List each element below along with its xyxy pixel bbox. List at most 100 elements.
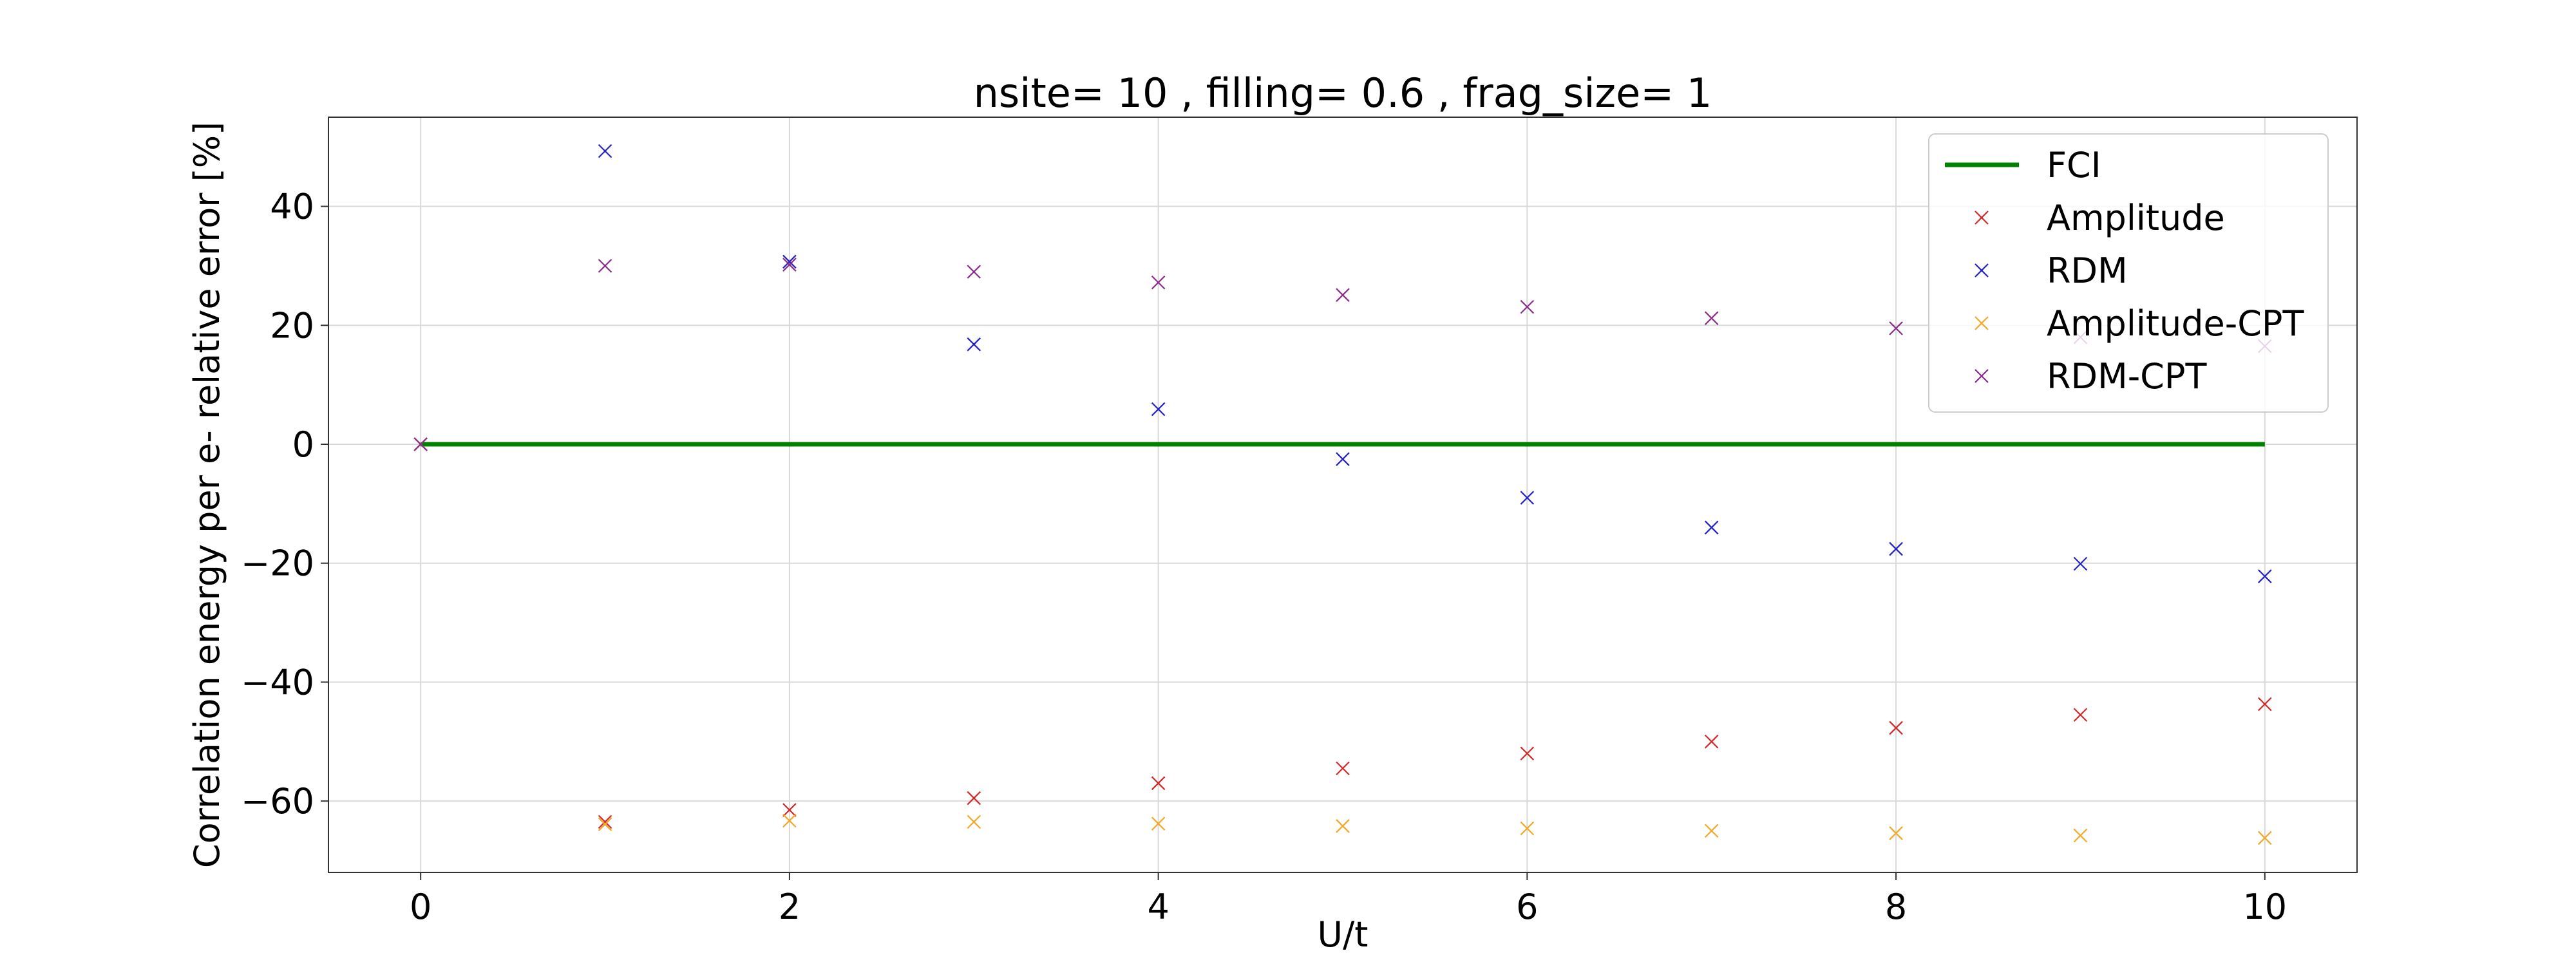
marker-stroke (1704, 823, 1719, 838)
data-point-rdm (1336, 452, 1350, 466)
y-tick-label: −60 (241, 781, 314, 822)
tick-layer: 0 2 4 6 8 10 −60 −40 −20 0 20 40 (241, 187, 2287, 927)
data-point-rdm (1520, 491, 1535, 505)
marker-stroke (1704, 520, 1719, 535)
legend-entry-fci: FCI (1945, 145, 2101, 185)
marker-stroke (1975, 263, 1989, 278)
data-point-rdm-cpt (598, 259, 612, 273)
data-point-amplitude-cpt (1704, 823, 1719, 838)
marker-stroke (1336, 452, 1350, 466)
marker-stroke (1151, 816, 1166, 831)
data-point-rdm (1151, 402, 1166, 417)
x-tick-label: 8 (1885, 887, 1907, 927)
data-point-amplitude-cpt (598, 817, 612, 831)
marker-stroke (2073, 708, 2088, 722)
plot-frame (328, 117, 2358, 873)
data-point-rdm-cpt (1520, 299, 1535, 314)
marker-stroke (598, 259, 612, 273)
data-point-amplitude-cpt (1336, 819, 1350, 833)
marker-stroke (2073, 556, 2088, 571)
y-axis-label: Correlation energy per e- relative error… (187, 122, 227, 868)
data-point-rdm (2258, 569, 2272, 583)
marker-stroke (2258, 697, 2272, 711)
legend-swatch-marker (1975, 263, 1989, 278)
data-point-amplitude-cpt (782, 813, 797, 828)
marker-stroke (1336, 761, 1350, 776)
data-point-amplitude (782, 803, 797, 817)
y-tick-label: −20 (241, 543, 314, 584)
data-point-amplitude (967, 791, 981, 805)
legend-label: Amplitude-CPT (2047, 303, 2304, 344)
marker-stroke (1889, 321, 1903, 335)
legend-label: RDM-CPT (2047, 356, 2207, 397)
data-point-amplitude (1336, 761, 1350, 776)
x-axis-label: U/t (1318, 914, 1368, 955)
marker-stroke (1704, 735, 1719, 749)
marker-stroke (2258, 569, 2272, 583)
x-tick-label: 2 (779, 887, 800, 927)
marker-stroke (1520, 491, 1535, 505)
marker-stroke (1975, 316, 1989, 330)
legend-entry-rdm-cpt: RDM-CPT (1975, 356, 2207, 397)
x-tick-label: 10 (2242, 887, 2287, 927)
marker-stroke (782, 254, 797, 269)
marker-stroke (1889, 826, 1903, 840)
chart-title: nsite= 10 , filling= 0.6 , frag_size= 1 (974, 70, 1712, 117)
marker-stroke (967, 814, 981, 829)
data-point-rdm-cpt (1336, 288, 1350, 302)
legend-label: FCI (2047, 145, 2101, 185)
marker-stroke (1975, 211, 1989, 225)
marker-stroke (2258, 831, 2272, 845)
marker-stroke (782, 813, 797, 828)
data-point-amplitude (1704, 735, 1719, 749)
marker-stroke (1151, 402, 1166, 417)
data-point-rdm-cpt (1704, 311, 1719, 325)
data-point-rdm-cpt (413, 437, 428, 451)
data-point-amplitude-cpt (1889, 826, 1903, 840)
data-point-amplitude (2073, 708, 2088, 722)
marker-stroke (1889, 541, 1903, 556)
marker-stroke (1520, 821, 1535, 836)
legend-swatch-marker (1975, 211, 1989, 225)
data-point-amplitude (1520, 746, 1535, 761)
data-point-rdm (782, 254, 797, 269)
data-point-rdm (967, 337, 981, 352)
x-tick-label: 0 (410, 887, 431, 927)
legend-swatch-marker (1975, 316, 1989, 330)
marker-stroke (598, 817, 612, 831)
marker-stroke (413, 437, 428, 451)
series-amplitude-cpt (413, 437, 2272, 845)
marker-stroke (1889, 720, 1903, 735)
data-point-amplitude (2258, 697, 2272, 711)
marker-stroke (967, 791, 981, 805)
y-tick-label: 20 (270, 305, 314, 346)
data-point-amplitude-cpt (2073, 828, 2088, 843)
data-point-rdm-cpt (1151, 275, 1166, 290)
marker-stroke (2073, 828, 2088, 843)
legend-swatch-marker (1975, 369, 1989, 383)
data-point-rdm (1889, 541, 1903, 556)
marker-stroke (1520, 299, 1535, 314)
marker-stroke (1151, 776, 1166, 791)
legend-entry-amplitude: Amplitude (1975, 198, 2225, 238)
marker-stroke (598, 814, 612, 829)
data-point-amplitude-cpt (967, 814, 981, 829)
data-point-amplitude (1151, 776, 1166, 791)
data-point-amplitude (1889, 720, 1903, 735)
data-point-amplitude-cpt (1520, 821, 1535, 836)
legend-entry-amplitude-cpt: Amplitude-CPT (1975, 303, 2304, 344)
data-point-rdm-cpt (782, 258, 797, 272)
legend-box (1928, 133, 2329, 413)
marker-stroke (967, 337, 981, 352)
data-point-rdm (2073, 556, 2088, 571)
marker-stroke (967, 265, 981, 279)
marker-stroke (1975, 369, 1989, 383)
series-amplitude (413, 437, 2272, 829)
x-tick-label: 6 (1516, 887, 1538, 927)
marker-stroke (1336, 819, 1350, 833)
y-tick-label: 40 (270, 187, 314, 227)
marker-stroke (782, 803, 797, 817)
legend-entry-rdm: RDM (1975, 250, 2128, 291)
